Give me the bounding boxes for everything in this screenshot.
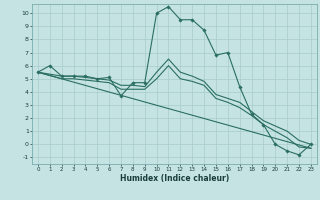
X-axis label: Humidex (Indice chaleur): Humidex (Indice chaleur) (120, 174, 229, 183)
